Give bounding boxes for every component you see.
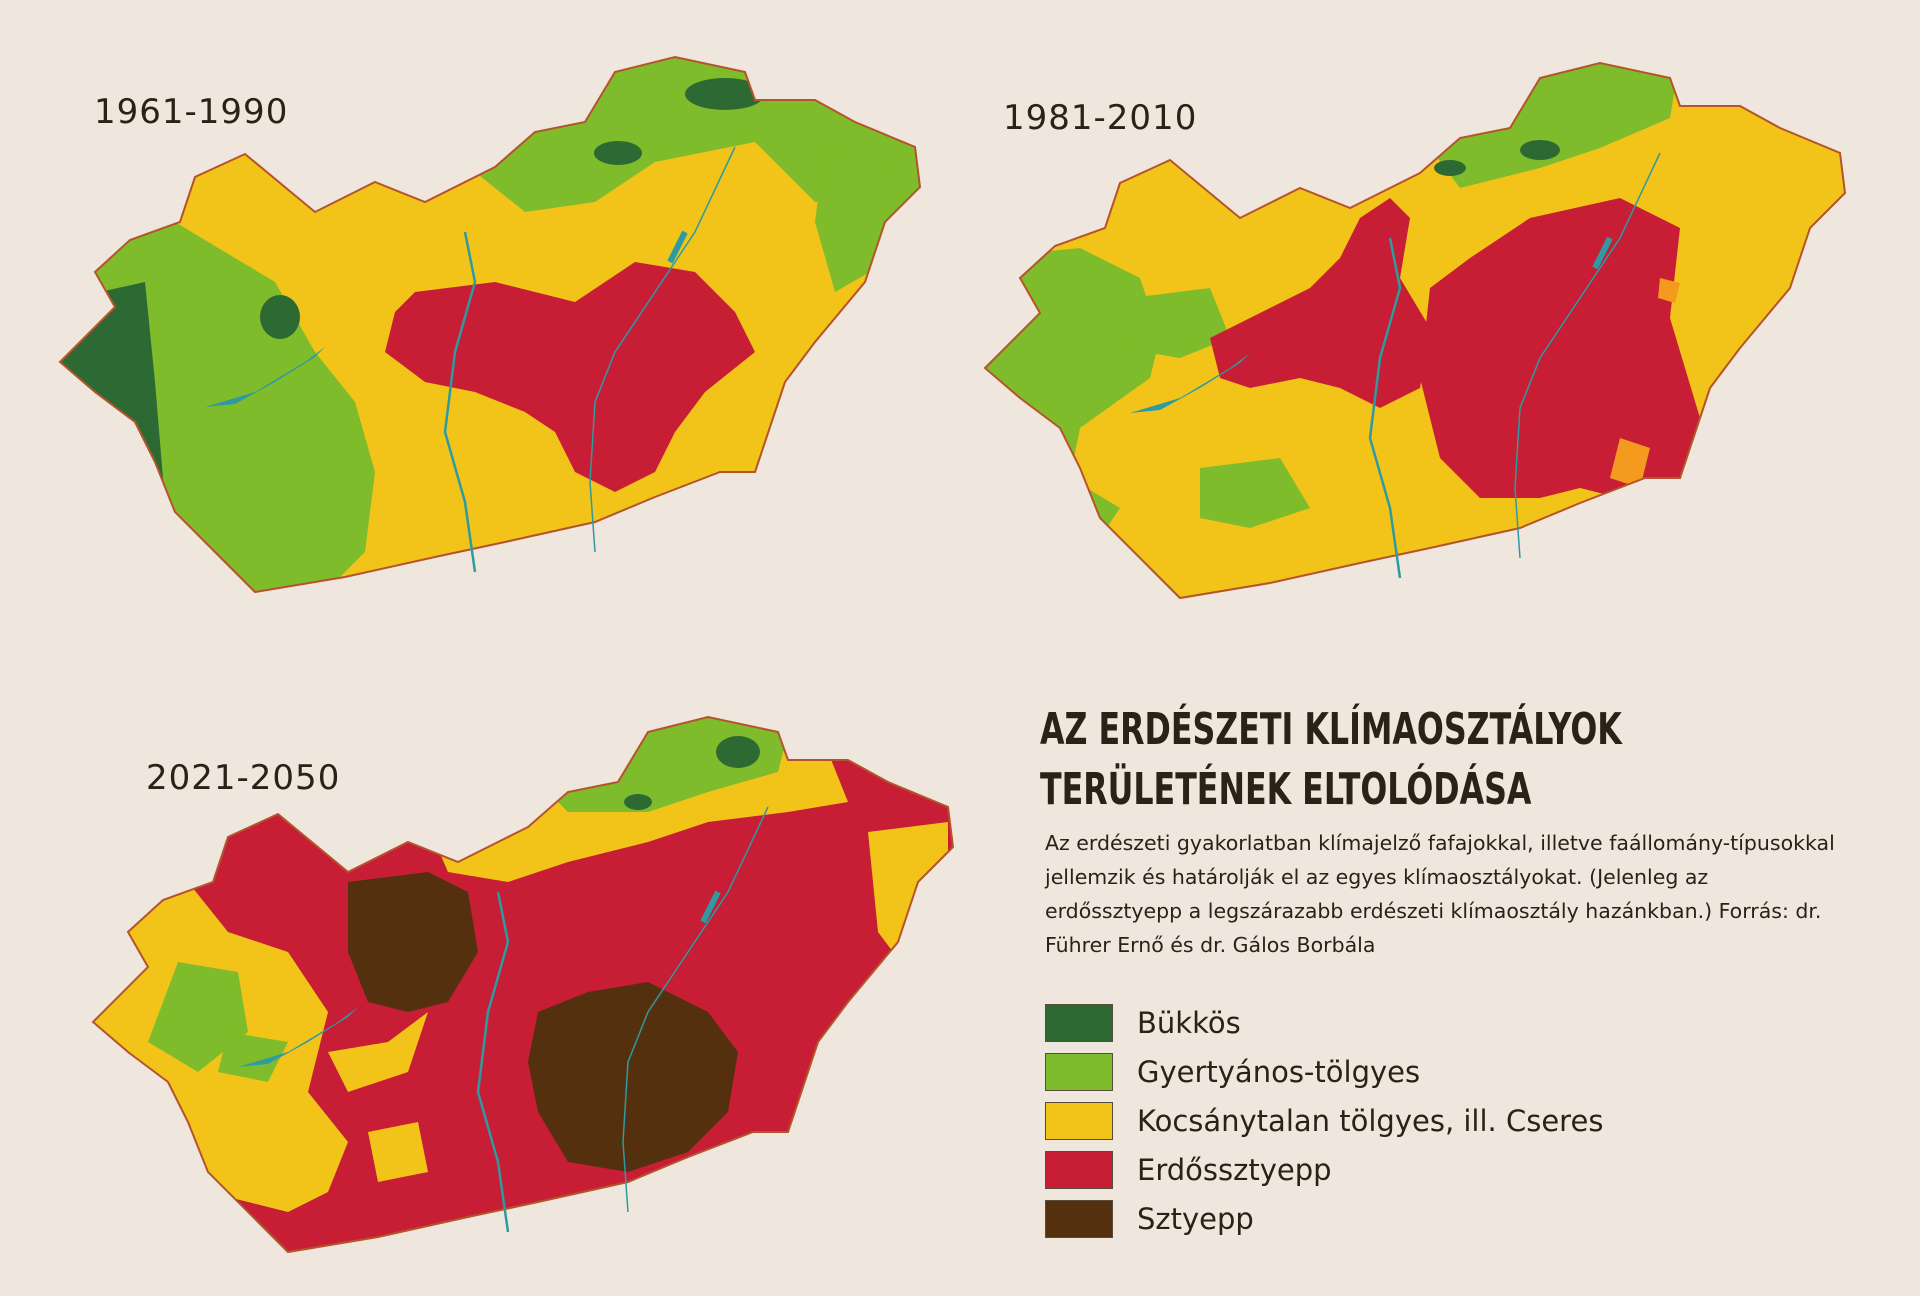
legend-swatch-erdossztyepp	[1045, 1150, 1113, 1189]
legend-swatch-sztyepp	[1045, 1199, 1113, 1238]
legend-item-sztyepp: Sztyepp	[1045, 1194, 1603, 1243]
legend-item-bukkos: Bükkös	[1045, 998, 1603, 1047]
map-title-1981-2010: 1981-2010	[1003, 98, 1198, 138]
map-1981-2010	[983, 61, 1847, 600]
map-1961-1990	[58, 55, 922, 594]
legend-swatch-bukkos	[1045, 1003, 1113, 1042]
title-line-1: AZ ERDÉSZETI KLÍMAOSZTÁLYOK	[1040, 704, 1622, 755]
legend-label-bukkos: Bükkös	[1137, 1005, 1241, 1040]
legend-label-gyertyanos-tolgyes: Gyertyános-tölgyes	[1137, 1054, 1421, 1089]
main-title: AZ ERDÉSZETI KLÍMAOSZTÁLYOK TERÜLETÉNEK …	[1040, 700, 1622, 820]
legend-label-sztyepp: Sztyepp	[1137, 1201, 1254, 1236]
legend-item-erdossztyepp: Erdőssztyepp	[1045, 1145, 1603, 1194]
legend-item-gyertyanos-tolgyes: Gyertyános-tölgyes	[1045, 1047, 1603, 1096]
legend-label-kocsanytalan: Kocsánytalan tölgyes, ill. Cseres	[1137, 1103, 1604, 1138]
legend-swatch-kocsanytalan	[1045, 1101, 1113, 1140]
map-title-2021-2050: 2021-2050	[146, 758, 341, 798]
map-2021-2050	[91, 715, 955, 1254]
description: Az erdészeti gyakorlatban klímajelző faf…	[1045, 831, 1835, 957]
legend: Bükkös Gyertyános-tölgyes Kocsánytalan t…	[1045, 998, 1603, 1243]
legend-label-erdossztyepp: Erdőssztyepp	[1137, 1152, 1332, 1187]
legend-swatch-gyertyanos-tolgyes	[1045, 1052, 1113, 1091]
legend-item-kocsanytalan: Kocsánytalan tölgyes, ill. Cseres	[1045, 1096, 1603, 1145]
title-line-2: TERÜLETÉNEK ELTOLÓDÁSA	[1040, 764, 1532, 815]
map-title-1961-1990: 1961-1990	[94, 92, 289, 132]
